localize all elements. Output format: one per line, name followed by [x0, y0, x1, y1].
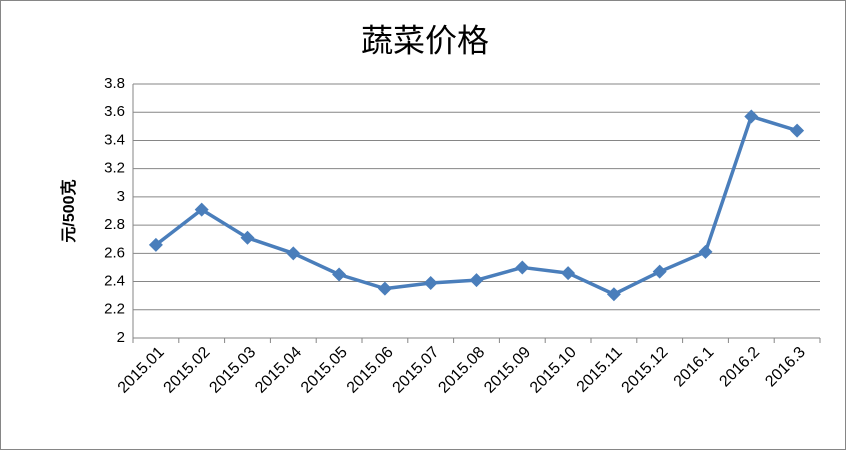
y-tick-label: 2.2 — [104, 301, 125, 318]
marker — [698, 244, 713, 259]
y-axis-label: 元/500克 — [59, 179, 78, 242]
marker — [561, 266, 576, 281]
y-tick-label: 2.4 — [104, 273, 125, 290]
y-tick-label: 3.2 — [104, 160, 125, 177]
marker — [744, 109, 759, 124]
marker — [377, 281, 392, 296]
y-tick-label: 2 — [117, 329, 125, 346]
marker — [332, 267, 347, 282]
marker — [286, 246, 301, 261]
marker — [148, 237, 163, 252]
y-tick-label: 3.8 — [104, 75, 125, 92]
marker — [194, 202, 209, 217]
y-tick-label: 2.6 — [104, 244, 125, 261]
marker — [652, 264, 667, 279]
marker — [790, 123, 805, 138]
marker — [515, 260, 530, 275]
marker — [240, 230, 255, 245]
marker — [469, 273, 484, 288]
marker — [606, 287, 621, 302]
y-tick-label: 3.4 — [104, 131, 125, 148]
y-tick-label: 2.8 — [104, 216, 125, 233]
chart-title: 蔬菜价格 — [361, 22, 489, 58]
marker — [423, 275, 438, 290]
y-tick-label: 3.6 — [104, 103, 125, 120]
y-tick-label: 3 — [117, 188, 125, 205]
